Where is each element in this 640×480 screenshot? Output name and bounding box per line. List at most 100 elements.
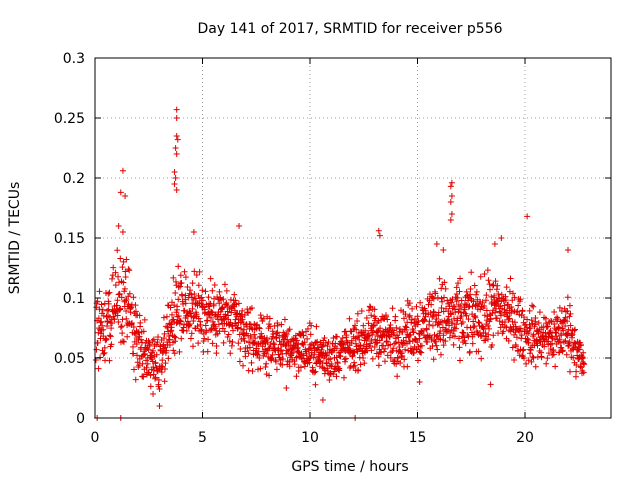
data-point — [364, 336, 371, 343]
data-point — [481, 270, 488, 277]
x-tick-label: 20 — [516, 430, 534, 446]
data-point — [322, 339, 329, 346]
data-point — [227, 319, 234, 326]
data-point — [319, 397, 326, 403]
data-point — [166, 342, 173, 349]
data-point — [300, 332, 307, 339]
data-point — [170, 347, 177, 354]
data-point — [312, 368, 319, 375]
data-point — [321, 335, 328, 342]
data-point — [340, 341, 347, 348]
data-point — [469, 303, 476, 310]
data-point — [363, 314, 370, 321]
data-point — [482, 337, 489, 344]
data-point — [397, 359, 404, 366]
data-point — [109, 320, 116, 327]
data-point — [163, 323, 170, 330]
data-point — [118, 323, 125, 330]
data-point — [360, 354, 367, 361]
data-point — [118, 294, 125, 301]
data-point — [111, 316, 118, 323]
data-point — [493, 315, 500, 322]
data-point — [505, 337, 512, 344]
data-point — [105, 290, 112, 297]
data-point — [521, 355, 528, 362]
data-point — [215, 321, 222, 328]
data-point — [512, 343, 519, 350]
data-point — [150, 391, 157, 397]
data-point — [178, 335, 185, 342]
data-point — [93, 346, 100, 353]
data-point — [580, 349, 587, 356]
data-point — [408, 319, 415, 326]
data-point — [365, 320, 372, 327]
data-point — [352, 340, 359, 347]
data-point — [530, 303, 537, 310]
data-point — [445, 316, 452, 323]
data-point — [500, 328, 507, 335]
data-point — [210, 302, 217, 309]
data-point — [519, 307, 526, 314]
data-point — [324, 342, 331, 349]
data-point — [565, 247, 571, 253]
data-point — [178, 279, 185, 286]
x-tick-label: 10 — [301, 430, 319, 446]
data-point — [94, 298, 101, 305]
data-point — [437, 351, 444, 358]
data-point — [168, 324, 175, 331]
data-point — [480, 326, 487, 333]
data-point — [174, 136, 181, 143]
data-point — [117, 305, 124, 312]
data-point — [223, 287, 230, 294]
data-point — [430, 295, 437, 302]
y-tick-label: 0.05 — [54, 351, 85, 367]
data-point — [219, 304, 226, 311]
x-tick-label: 5 — [198, 430, 207, 446]
data-point — [160, 314, 167, 321]
data-point — [433, 342, 440, 349]
data-point — [413, 303, 420, 310]
data-point — [406, 314, 413, 321]
data-point — [172, 334, 179, 341]
data-point — [263, 335, 270, 342]
data-point — [177, 272, 184, 279]
data-point — [448, 299, 455, 306]
data-point — [483, 292, 490, 299]
data-point — [494, 298, 501, 305]
data-point — [429, 313, 436, 320]
data-point — [173, 187, 180, 193]
data-point — [556, 336, 563, 343]
data-point — [576, 346, 583, 353]
data-point — [171, 181, 178, 187]
data-point — [501, 302, 508, 309]
data-point — [225, 312, 232, 319]
data-point — [173, 106, 180, 113]
data-point — [564, 318, 571, 325]
data-point — [373, 350, 380, 357]
data-point — [351, 322, 358, 329]
data-point — [127, 309, 134, 316]
data-point — [513, 309, 520, 316]
data-point — [344, 339, 351, 346]
data-point — [156, 385, 163, 392]
data-point — [95, 315, 102, 322]
data-point — [409, 305, 416, 312]
data-point — [115, 223, 122, 229]
data-point — [505, 301, 512, 308]
data-point — [478, 355, 485, 362]
data-point — [417, 299, 424, 306]
data-point — [248, 359, 255, 366]
data-point — [406, 300, 413, 307]
data-point — [213, 342, 220, 349]
data-point — [580, 354, 587, 361]
data-point — [101, 344, 108, 351]
data-point — [163, 313, 170, 320]
data-point — [237, 345, 244, 352]
data-point — [115, 273, 122, 280]
data-point — [564, 294, 571, 301]
data-point — [452, 309, 459, 316]
data-point — [372, 336, 379, 343]
data-point — [177, 318, 184, 325]
data-point — [106, 332, 113, 339]
data-point — [223, 299, 230, 306]
